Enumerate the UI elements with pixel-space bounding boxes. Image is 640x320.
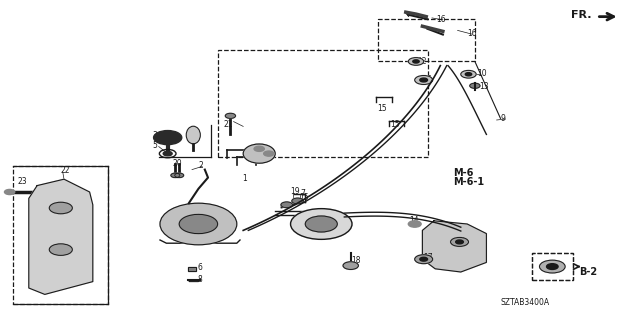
Text: 10: 10 (477, 69, 486, 78)
Circle shape (254, 146, 264, 151)
Text: 21: 21 (224, 120, 234, 129)
Text: 8: 8 (197, 275, 202, 284)
Text: 15: 15 (378, 104, 387, 113)
Text: FR.: FR. (571, 10, 591, 20)
Circle shape (408, 58, 424, 65)
Text: 2: 2 (198, 161, 203, 170)
Ellipse shape (186, 126, 200, 144)
Text: 16: 16 (436, 15, 446, 24)
Text: 17: 17 (424, 253, 433, 262)
Circle shape (456, 240, 463, 244)
Text: M-6: M-6 (453, 168, 474, 179)
Text: 5: 5 (152, 141, 157, 150)
Circle shape (305, 216, 337, 232)
Circle shape (291, 209, 352, 239)
Text: B-2: B-2 (579, 267, 597, 277)
Text: 17: 17 (456, 237, 465, 246)
Text: 14: 14 (410, 216, 419, 225)
Text: 22: 22 (61, 166, 70, 175)
Text: 18: 18 (351, 256, 360, 265)
Circle shape (179, 214, 218, 234)
Text: 15: 15 (300, 193, 309, 202)
Circle shape (451, 237, 468, 246)
Circle shape (49, 202, 72, 214)
Circle shape (49, 244, 72, 255)
Text: 9: 9 (500, 114, 506, 123)
Circle shape (225, 113, 236, 118)
Bar (532, 253, 573, 280)
Bar (13, 166, 108, 304)
Circle shape (163, 151, 172, 156)
Circle shape (465, 73, 472, 76)
Circle shape (264, 151, 274, 156)
Circle shape (415, 255, 433, 264)
Text: 19: 19 (290, 188, 300, 196)
Text: 16: 16 (467, 29, 477, 38)
Circle shape (343, 262, 358, 269)
Circle shape (292, 198, 303, 204)
Text: 11: 11 (424, 76, 433, 84)
Circle shape (175, 173, 184, 178)
Text: 12: 12 (417, 57, 427, 66)
Text: 13: 13 (479, 82, 488, 91)
Text: 15: 15 (390, 120, 400, 129)
Circle shape (461, 70, 476, 78)
Bar (188, 267, 196, 271)
Text: M-6-1: M-6-1 (453, 177, 484, 187)
Bar (532, 253, 573, 280)
Text: 20: 20 (173, 159, 182, 168)
Text: SZTAB3400A: SZTAB3400A (500, 298, 549, 307)
Circle shape (171, 173, 180, 178)
Circle shape (470, 83, 480, 88)
Text: 1: 1 (242, 174, 246, 183)
Circle shape (408, 221, 421, 227)
Bar (188, 267, 196, 271)
Circle shape (420, 257, 428, 261)
Circle shape (420, 78, 428, 82)
Circle shape (415, 76, 433, 84)
Circle shape (4, 189, 15, 195)
Polygon shape (422, 221, 486, 272)
Text: 7: 7 (301, 189, 306, 198)
Circle shape (154, 131, 182, 145)
Circle shape (547, 264, 558, 269)
Text: 23: 23 (18, 177, 28, 186)
Text: 4: 4 (192, 126, 197, 135)
Circle shape (281, 202, 292, 208)
Bar (218, 50, 428, 157)
Bar (378, 19, 475, 61)
FancyArrowPatch shape (406, 13, 410, 16)
Polygon shape (29, 179, 93, 294)
Text: 3: 3 (152, 131, 157, 140)
Circle shape (413, 60, 419, 63)
Ellipse shape (160, 203, 237, 245)
Ellipse shape (243, 144, 275, 163)
Text: 6: 6 (197, 263, 202, 272)
Circle shape (540, 260, 565, 273)
